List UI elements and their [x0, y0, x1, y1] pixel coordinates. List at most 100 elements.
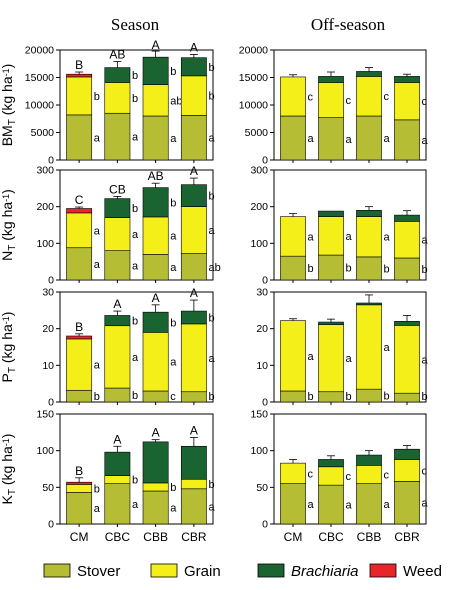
segment-letter: b: [208, 191, 214, 203]
y-axis-label-sub: T: [7, 119, 18, 125]
y-tick-label: 100: [250, 445, 268, 457]
significance-letter: A: [190, 164, 198, 178]
segment-letter: a: [384, 499, 391, 511]
bar-stover-cbr: [394, 392, 420, 403]
legend-label-stover: Stover: [77, 563, 120, 580]
bar-brachiaria-cbr: [394, 448, 420, 460]
y-tick-label: 300: [250, 165, 268, 177]
bar-grain-cm: [280, 320, 306, 392]
y-tick-label: 20000: [25, 45, 54, 57]
y-tick-label: 0: [262, 155, 268, 167]
bar-grain-cbc: [318, 466, 344, 486]
chart-off-season-4: 0 50 100 150 a c CM a c CBC a c CBB a c CBR: [250, 409, 428, 545]
y-tick-label: 15000: [239, 72, 268, 84]
bar-grain-cbc: [104, 475, 131, 484]
segment-letter: a: [422, 235, 429, 247]
significance-letter: A: [190, 40, 198, 54]
bar-grain-cbr: [394, 221, 420, 259]
header-season: Season: [111, 15, 160, 34]
legend-label-grain: Grain: [184, 563, 221, 580]
bar-weed-cm: [66, 335, 93, 340]
plot-frame: [273, 291, 427, 403]
segment-letter: a: [132, 132, 139, 144]
segment-letter: c: [346, 471, 352, 483]
y-axis-label-close: ): [0, 312, 15, 317]
bar-stover-cm: [66, 492, 93, 525]
y-axis-label-close: ): [0, 434, 15, 439]
bar-grain-cbc: [318, 216, 344, 256]
segment-letter: ab: [170, 95, 182, 107]
segment-letter: a: [308, 231, 315, 243]
segment-letter: b: [384, 263, 390, 275]
bar-grain-cbr: [394, 82, 420, 121]
y-axis-label-sub: T: [7, 367, 18, 373]
legend-swatch-weed: [369, 563, 397, 578]
plot-frame: [59, 169, 214, 281]
chart-off-season-1: 0 5000 10000 15000 20000 a c a c a c a c: [239, 45, 429, 167]
bar-stover-cm: [66, 114, 93, 161]
segment-letter: c: [346, 95, 352, 107]
bar-grain-cbb: [356, 76, 382, 117]
x-category-label: CBB: [143, 530, 168, 544]
y-axis-label: PT (kg ha-1): [0, 312, 18, 383]
segment-letter: b: [422, 391, 428, 403]
segment-letter: b: [422, 264, 428, 276]
significance-letter: C: [75, 193, 84, 207]
bar-stover-cbr: [394, 119, 420, 161]
segment-letter: b: [132, 93, 138, 105]
segment-letter: c: [170, 391, 176, 403]
segment-letter: a: [308, 133, 315, 145]
segment-letter: a: [94, 132, 101, 144]
segment-letter: b: [384, 391, 390, 403]
y-tick-label: 30: [256, 287, 268, 299]
segment-letter: a: [422, 135, 429, 147]
y-tick-label: 0: [48, 275, 54, 287]
bar-brachiaria-cbb: [142, 187, 169, 218]
bar-brachiaria-cbb: [142, 56, 169, 85]
bar-brachiaria-cbb: [356, 71, 382, 77]
x-category-label: CBB: [357, 530, 382, 544]
x-category-label: CBC: [318, 530, 344, 544]
bar-grain-cbr: [180, 478, 207, 490]
segment-letter: b: [208, 479, 214, 491]
segment-letter: c: [384, 91, 390, 103]
bar-grain-cm: [280, 462, 306, 484]
y-tick-label: 10: [42, 360, 54, 372]
bar-stover-cbr: [394, 481, 420, 525]
y-tick-label: 20000: [239, 45, 268, 57]
bar-grain-cbb: [142, 216, 169, 255]
y-tick-label: 150: [36, 409, 54, 421]
y-tick-label: 0: [48, 519, 54, 531]
significance-letter: AB: [148, 169, 164, 183]
plot-frame: [273, 413, 427, 525]
segment-letter: b: [132, 70, 138, 82]
bar-grain-cm: [66, 76, 93, 116]
bar-grain-cbr: [180, 323, 207, 393]
bar-brachiaria-cbb: [356, 302, 382, 306]
bar-stover-cbr: [180, 488, 207, 525]
bar-brachiaria-cbc: [104, 315, 131, 327]
bar-stover-cm: [280, 390, 306, 403]
y-axis-label-unit: (kg ha: [0, 76, 15, 119]
y-tick-label: 10: [256, 360, 268, 372]
y-tick-label: 20: [42, 323, 54, 335]
bar-grain-cbb: [142, 482, 169, 492]
x-category-label: CM: [284, 530, 303, 544]
y-tick-label: 0: [48, 397, 54, 409]
bar-brachiaria-cbc: [318, 210, 344, 217]
bar-grain-cbr: [394, 459, 420, 482]
legend-label-weed: Weed: [403, 563, 442, 580]
plot-frame: [273, 169, 427, 281]
y-tick-label: 20: [256, 323, 268, 335]
legend-label-brachiaria: Brachiaria: [291, 563, 359, 580]
segment-letter: b: [208, 391, 214, 403]
segment-letter: a: [308, 351, 315, 363]
y-tick-label: 50: [256, 482, 268, 494]
y-axis-label-unit: (kg ha: [0, 324, 15, 367]
segment-letter: a: [170, 503, 177, 515]
segment-letter: b: [132, 203, 138, 215]
